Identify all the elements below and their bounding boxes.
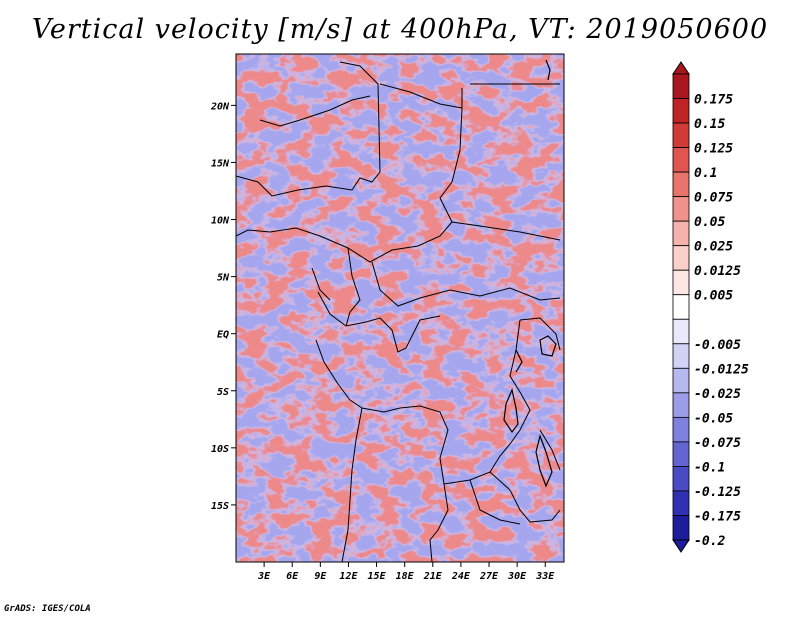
colorbar-swatch [672, 367, 690, 394]
y-tick-label: 15N [211, 158, 230, 169]
velocity-field [236, 54, 564, 562]
x-axis: 3E 6E 9E 12E 15E 18E 21E 24E 27E 30E 33E [257, 562, 555, 582]
y-tick-label: 5N [217, 273, 230, 284]
colorbar-label: -0.1 [694, 460, 725, 475]
y-tick-label: 20N [210, 101, 230, 112]
colorbar-swatch [672, 416, 690, 443]
colorbar-label: -0.075 [694, 436, 741, 451]
colorbar-label: 0.005 [694, 289, 733, 304]
colorbar-label: -0.2 [694, 534, 725, 549]
y-tick-label: 5S [217, 387, 229, 398]
credit-text: GrADS: IGES/COLA [4, 604, 91, 614]
colorbar-swatch [672, 515, 690, 541]
colorbar-label: 0.0125 [694, 264, 741, 279]
colorbar-label: -0.125 [694, 485, 741, 500]
colorbar-swatch [672, 441, 690, 467]
colorbar-label: -0.05 [694, 411, 733, 426]
colorbar-top-arrow [672, 61, 690, 75]
colorbar-swatch [672, 269, 690, 296]
x-tick-label: 6E [286, 571, 299, 582]
colorbar-swatch [672, 147, 690, 173]
colorbar-swatch [672, 294, 690, 320]
x-tick-label: 12E [339, 571, 358, 582]
colorbar-swatch [672, 466, 690, 492]
y-axis: 20N 15N 10N 5N EQ 5S 10S 15S [210, 101, 236, 512]
colorbar-swatch [672, 318, 690, 345]
x-tick-label: 27E [479, 571, 499, 582]
colorbar-swatch [672, 196, 690, 222]
colorbar-label: 0.125 [694, 142, 733, 157]
colorbar-label: 0.05 [694, 215, 725, 230]
x-tick-label: 33E [535, 571, 555, 582]
colorbar-label: -0.025 [694, 387, 741, 402]
chart-title: Vertical velocity [m/s] at 400hPa, VT: 2… [31, 14, 769, 45]
colorbar-label: 0.025 [694, 240, 733, 255]
y-tick-label: 10S [211, 444, 229, 455]
colorbar-label: 0.15 [694, 117, 725, 132]
x-tick-label: 9E [314, 571, 327, 582]
colorbar-swatch [672, 171, 690, 198]
colorbar-swatch [672, 245, 690, 271]
colorbar-label: 0.1 [694, 166, 717, 181]
y-tick-label: 15S [211, 501, 229, 512]
colorbar-label: -0.175 [694, 509, 741, 524]
colorbar-swatch [672, 122, 690, 148]
x-tick-label: 30E [507, 571, 527, 582]
x-tick-label: 21E [423, 571, 443, 582]
colorbar-label: 0.075 [694, 191, 733, 206]
map-panel [235, 53, 565, 563]
colorbar-label: -0.0125 [694, 362, 749, 377]
colorbar-swatch [672, 98, 690, 124]
colorbar-swatch [672, 73, 690, 99]
x-tick-label: 24E [451, 571, 471, 582]
lakes [503, 59, 557, 488]
colorbar-label: 0.175 [694, 93, 733, 108]
colorbar-swatch [672, 220, 690, 247]
y-tick-label: 10N [211, 216, 230, 227]
x-tick-label: 15E [368, 571, 387, 582]
colorbar: 0.175 0.15 0.125 0.1 0.075 0.05 0.025 0.0125 0.0… [672, 61, 749, 553]
colorbar-swatch [672, 490, 690, 516]
country-borders [236, 61, 561, 562]
map-frame [235, 53, 565, 563]
x-tick-label: 18E [396, 571, 415, 582]
y-tick-label: EQ [217, 330, 229, 341]
colorbar-swatch [672, 343, 690, 369]
colorbar-swatch [672, 392, 690, 418]
x-tick-label: 3E [257, 571, 271, 582]
colorbar-label: -0.005 [694, 338, 741, 353]
colorbar-bottom-arrow [672, 539, 690, 553]
